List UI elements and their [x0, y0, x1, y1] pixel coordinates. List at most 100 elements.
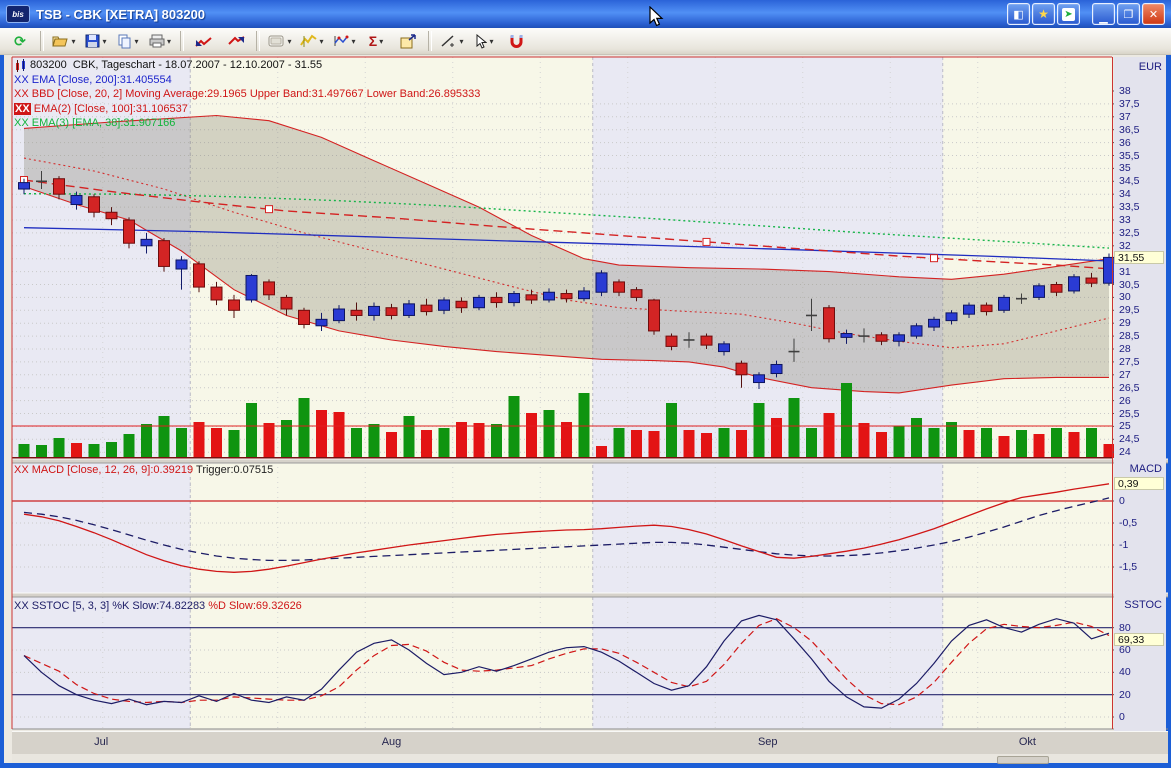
x-axis-month-label: Jul [94, 736, 109, 748]
indicators-icon [334, 35, 349, 46]
template-icon [400, 33, 416, 48]
favorites-button[interactable]: ★ [1032, 3, 1055, 25]
legend-bbd[interactable]: XX BBD [Close, 20, 2] Moving Average:29.… [14, 88, 481, 100]
cursor-button[interactable]: ▾ [469, 29, 499, 53]
print-button[interactable]: ▾ [145, 29, 175, 53]
draw-line-icon [441, 35, 455, 47]
macd-tick-label: -1 [1119, 539, 1129, 551]
oscillators-button[interactable]: Σ ▾ [361, 29, 391, 53]
refresh-button[interactable]: ⟳ [5, 29, 35, 53]
x-axis-month-label: Aug [381, 736, 402, 748]
chart-type-icon [268, 35, 284, 47]
toolbar-separator [40, 31, 44, 51]
price-tick-label: 25 [1119, 420, 1131, 433]
dropdown-arrow-icon: ▾ [379, 36, 384, 46]
price-tick-label: 30,5 [1119, 278, 1140, 291]
cursor-icon [476, 33, 488, 49]
indicator-toggle-icon[interactable]: XX [14, 102, 31, 115]
price-tick-label: 26 [1119, 394, 1131, 407]
minimize-icon: ▁ [1099, 12, 1108, 24]
template-button[interactable] [393, 29, 423, 53]
chart-back-icon [195, 36, 212, 47]
chart-type-button[interactable]: ▾ [265, 29, 295, 53]
macd-label[interactable]: XX MACD [Close, 12, 26, 9]:0.39219 Trigg… [14, 464, 274, 476]
legend-ema200[interactable]: XX EMA [Close, 200]:31.405554 [14, 73, 172, 86]
close-icon: ✕ [1148, 8, 1159, 21]
dropdown-arrow-icon: ▾ [287, 36, 292, 46]
price-tick-label: 28,5 [1119, 330, 1140, 343]
app-icon: bis [6, 5, 30, 23]
green-arrow-icon: ➤ [1062, 7, 1075, 21]
dropdown-arrow-icon: ▾ [134, 36, 139, 46]
macd-tick-label: -0,5 [1119, 517, 1138, 529]
refresh-icon: ⟳ [14, 33, 26, 49]
maximize-icon: ❐ [1123, 8, 1134, 21]
legend-ema100[interactable]: XX EMA(2) [Close, 100]:31.106537 [14, 102, 188, 115]
price-tick-label: 32,5 [1119, 226, 1140, 239]
price-tick-label: 25,5 [1119, 407, 1140, 420]
sstoc-tick-label: 60 [1119, 643, 1131, 656]
star-icon: ★ [1038, 7, 1049, 21]
macd-tick-label: -1,5 [1119, 561, 1138, 573]
price-tick-label: 35 [1119, 162, 1131, 175]
close-button[interactable]: ✕ [1142, 3, 1165, 25]
macd-axis-title: MACD [1129, 463, 1162, 475]
copy-button[interactable]: ▾ [113, 29, 143, 53]
x-axis-month-label: Okt [1018, 736, 1036, 748]
price-tick-label: 24,5 [1119, 433, 1140, 446]
dropdown-arrow-icon: ▾ [71, 36, 76, 46]
sstoc-tick-label: 0 [1119, 711, 1125, 723]
dropdown-arrow-icon: ▾ [166, 36, 171, 46]
legend-ema38[interactable]: XX EMA(3) [EMA, 38]:31.907166 [14, 117, 176, 129]
maximize-button[interactable]: ❐ [1117, 3, 1140, 25]
dropdown-arrow-icon: ▾ [102, 36, 107, 46]
price-tick-label: 27 [1119, 368, 1131, 381]
price-tick-label: 30 [1119, 291, 1131, 304]
dock-button[interactable]: ◧ [1007, 3, 1030, 25]
price-tick-label: 36,5 [1119, 123, 1140, 136]
macd-value-badge: 0,39 [1114, 477, 1164, 490]
title-bar[interactable]: bis TSB - CBK [XETRA] 803200 ◧ ★ ➤ ▁ ❐ ✕ [0, 0, 1171, 28]
sstoc-tick-label: 80 [1119, 621, 1131, 634]
price-tick-label: 38 [1119, 85, 1131, 97]
save-button[interactable]: ▾ [81, 29, 111, 53]
price-tick-label: 37,5 [1119, 97, 1140, 110]
price-tick-label: 26,5 [1119, 381, 1140, 394]
chart-forward-button[interactable] [221, 29, 251, 53]
toolbar: ⟳ ▾ ▾ ▾ ▾ ▾ ▾ ▾ Σ [0, 28, 1171, 55]
price-tick-label: 28 [1119, 343, 1131, 355]
sstoc-label[interactable]: XX SSTOC [5, 3, 3] %K Slow:74.82283 %D S… [14, 600, 302, 612]
publish-button[interactable]: ➤ [1057, 3, 1080, 25]
magnet-button[interactable] [501, 29, 531, 53]
dropdown-arrow-icon: ▾ [319, 36, 324, 46]
chart-back-button[interactable] [189, 29, 219, 53]
chart-forward-icon [228, 35, 245, 45]
dropdown-arrow-icon: ▾ [351, 36, 356, 46]
minimize-button[interactable]: ▁ [1092, 3, 1115, 25]
sstoc-tick-label: 40 [1119, 666, 1131, 679]
candle-style-button[interactable]: ▾ [297, 29, 327, 53]
save-icon [85, 34, 100, 48]
toolbar-separator [428, 31, 432, 51]
dropdown-arrow-icon: ▾ [459, 36, 464, 46]
price-tick-label: 33,5 [1119, 201, 1140, 214]
dropdown-arrow-icon: ▾ [489, 36, 494, 46]
sstoc-axis-title: SSTOC [1124, 599, 1162, 611]
open-button[interactable]: ▾ [49, 29, 79, 53]
copy-icon [118, 34, 131, 48]
price-tick-label: 37 [1119, 110, 1131, 123]
indicators-button[interactable]: ▾ [329, 29, 359, 53]
macd-tick-label: 0 [1119, 495, 1125, 507]
chart-legend: 803200 CBK, Tageschart - 18.07.2007 - 12… [14, 58, 480, 131]
price-tick-label: 29,5 [1119, 304, 1140, 317]
price-tick-label: 35,5 [1119, 149, 1140, 162]
x-axis-month-label: Sep [757, 736, 778, 748]
price-tick-label: 27,5 [1119, 355, 1140, 368]
horizontal-scrollbar[interactable] [997, 756, 1049, 764]
magnet-icon [510, 34, 523, 48]
dock-icon: ◧ [1013, 8, 1024, 21]
draw-line-button[interactable]: ▾ [437, 29, 467, 53]
sstoc-tick-label: 20 [1119, 688, 1131, 701]
window-title: TSB - CBK [XETRA] 803200 [36, 6, 206, 22]
